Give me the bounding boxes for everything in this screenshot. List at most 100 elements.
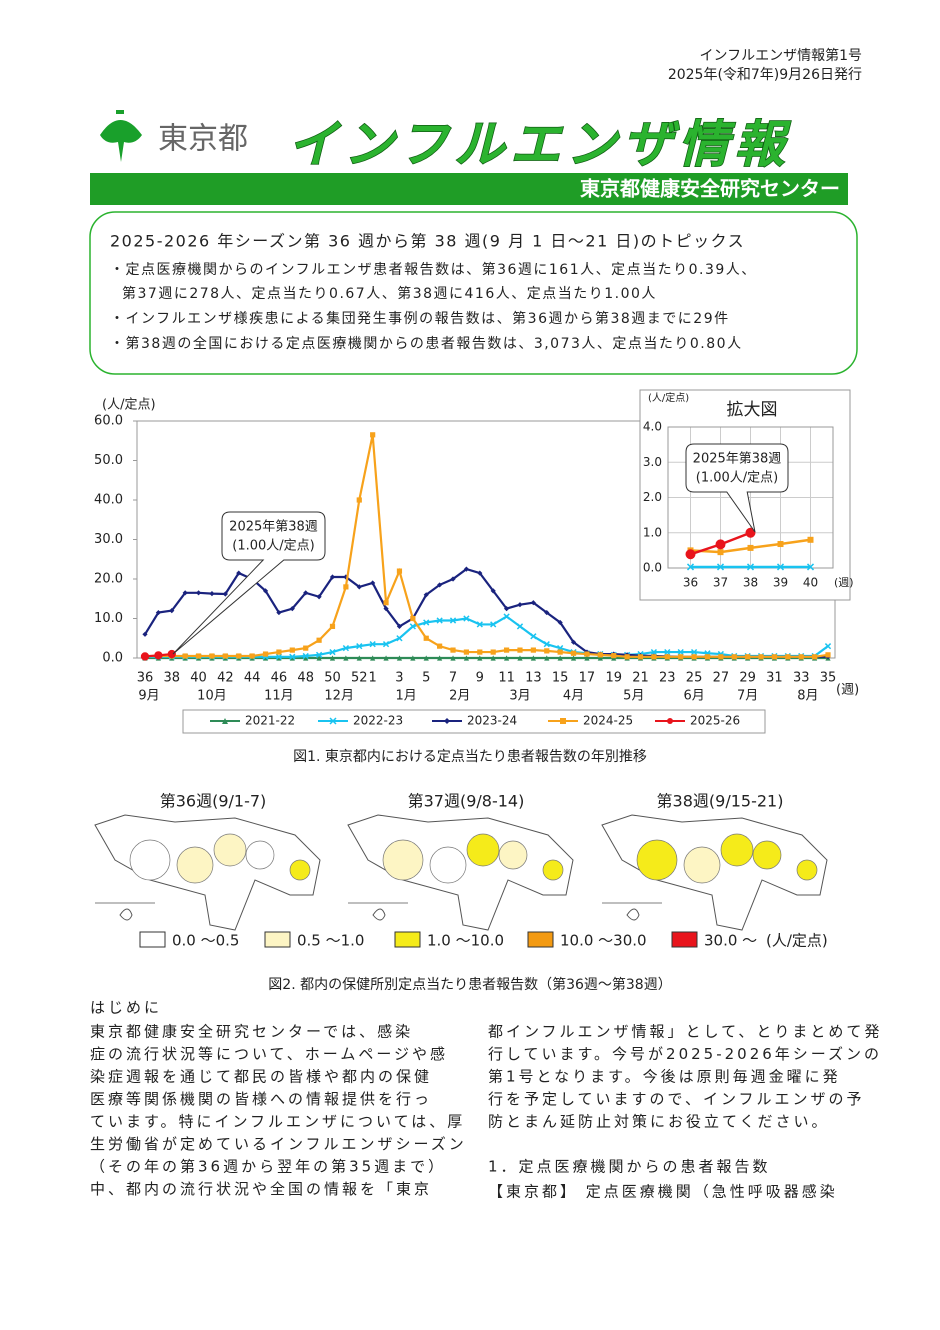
x-tick-label: 37 (713, 576, 728, 590)
marker (222, 591, 228, 597)
body-line: 症の流行状況等について、ホームページや感 (90, 1045, 448, 1063)
marker (396, 635, 403, 642)
month-label: 6月 (683, 689, 704, 704)
marker (370, 432, 376, 438)
marker (195, 590, 202, 596)
x-tick-label: 35 (820, 671, 837, 686)
x-tick-label: 1 (369, 671, 377, 686)
x-tick-label: 27 (713, 671, 730, 686)
marker (423, 619, 430, 626)
island (372, 908, 386, 921)
legend-marker (329, 717, 337, 725)
marker (771, 654, 778, 660)
maps: 第36週(9/1-7) 第37週(9/8-14) 第38週(9/15-21) 0.0 … (94, 792, 828, 950)
marker (503, 613, 510, 620)
marker (316, 655, 322, 661)
marker (437, 643, 443, 649)
month-label: 1月 (396, 689, 417, 704)
marker (544, 609, 550, 616)
marker (450, 655, 456, 661)
marker (396, 568, 403, 574)
marker (209, 653, 215, 659)
x-tick-label: 38 (164, 671, 181, 686)
marker (651, 654, 657, 660)
x-tick-label: 50 (324, 671, 341, 686)
marker (716, 563, 725, 571)
marker (423, 592, 429, 598)
marker (747, 544, 754, 551)
legend-label: 2024-25 (583, 714, 633, 728)
body-line: 染症週報を通じて都民の皆様や都内の保健 (90, 1068, 432, 1086)
legend-label: 2022-23 (353, 714, 403, 728)
series-line (145, 615, 829, 658)
marker (463, 655, 470, 661)
marker (530, 600, 536, 606)
issue: インフルエンザ情報第1号 (700, 47, 863, 64)
marker (516, 623, 524, 630)
marker (140, 652, 150, 661)
marker (289, 653, 296, 660)
marker (490, 621, 497, 628)
marker (718, 654, 724, 660)
marker (490, 649, 496, 655)
marker (584, 651, 590, 657)
marker (597, 652, 603, 658)
marker (544, 655, 550, 661)
marker (543, 641, 550, 648)
figure-caption: 図2. 都内の保健所別定点当たり患者報告数（第36週〜第38週） (268, 976, 671, 993)
callout (172, 511, 326, 655)
marker (356, 584, 362, 590)
x-tick-label: 48 (297, 671, 314, 686)
legend-swatch (394, 931, 421, 948)
marker (142, 631, 148, 637)
marker (329, 574, 336, 580)
marker (776, 563, 785, 571)
x-tick-label: 39 (773, 576, 788, 590)
marker (236, 653, 242, 659)
marker (289, 655, 295, 661)
y-tick-label: 0.0 (102, 651, 123, 666)
x-tick-label: 36 (137, 671, 154, 686)
marker (664, 654, 670, 660)
marker (343, 655, 349, 661)
map-title: 第38週(9/15-21) (657, 792, 784, 811)
island (626, 908, 640, 921)
y-tick-label: 1.0 (643, 525, 662, 539)
marker (437, 582, 443, 588)
topic-line: ・第38週の全国における定点医療機関からの患者報告数は、3,073人、定点当たり… (110, 335, 743, 352)
y-tick-label: 20.0 (94, 572, 123, 587)
legend-marker (667, 718, 673, 724)
y-tick-label: 50.0 (94, 453, 123, 468)
marker (262, 655, 269, 661)
map-region (466, 833, 500, 867)
marker (503, 655, 510, 661)
map-region (289, 859, 311, 881)
map-region (245, 840, 275, 870)
marker (155, 609, 161, 616)
marker (316, 637, 322, 643)
marker (812, 654, 818, 660)
map-title: 第36週(9/1-7) (160, 792, 267, 811)
marker (262, 651, 269, 657)
marker (746, 563, 755, 571)
marker (611, 653, 617, 659)
annotation: 2025年第38週 (693, 452, 782, 467)
marker (477, 649, 483, 655)
marker (570, 650, 577, 656)
marker (356, 643, 363, 650)
marker (275, 653, 283, 660)
x-tick-label: 11 (498, 671, 515, 686)
annotation: (1.00人/定点) (232, 539, 314, 554)
legend-swatch (671, 931, 698, 948)
y-axis-label: (人/定点) (648, 391, 689, 404)
x-tick-label: 25 (686, 671, 703, 686)
legend-label: 2021-22 (245, 714, 295, 728)
marker (745, 654, 751, 660)
inset-title: 拡大図 (727, 400, 778, 420)
marker (449, 617, 457, 624)
marker (343, 574, 349, 580)
month-label: 2月 (449, 689, 470, 704)
marker (356, 655, 362, 661)
marker (182, 653, 188, 659)
x-tick-label: 31 (766, 671, 783, 686)
